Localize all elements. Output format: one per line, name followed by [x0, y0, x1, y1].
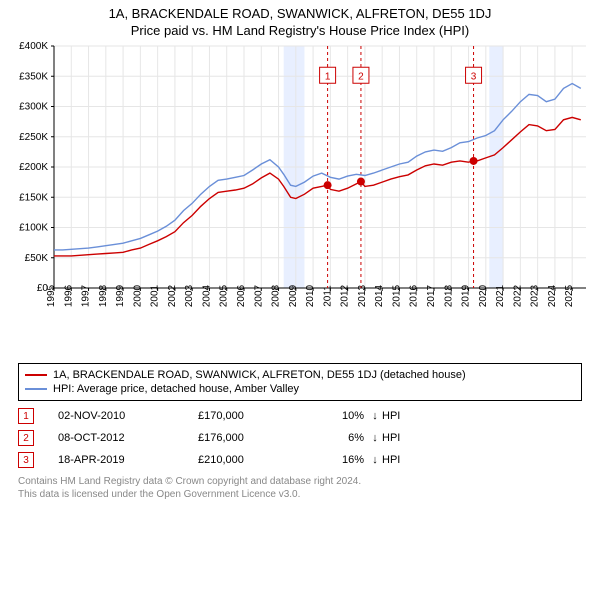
- event-date: 02-NOV-2010: [58, 410, 198, 422]
- legend-label: 1A, BRACKENDALE ROAD, SWANWICK, ALFRETON…: [53, 369, 466, 381]
- svg-text:£200K: £200K: [19, 162, 48, 173]
- legend-swatch-blue: [25, 388, 47, 390]
- svg-text:2: 2: [358, 71, 364, 82]
- event-price: £210,000: [198, 454, 308, 466]
- legend-label: HPI: Average price, detached house, Ambe…: [53, 383, 299, 395]
- event-marker-table: 102-NOV-2010£170,00010%↓HPI208-OCT-2012£…: [18, 405, 582, 471]
- event-row: 3 18-APR-2019£210,00016%↓HPI: [18, 449, 582, 471]
- svg-text:£350K: £350K: [19, 71, 48, 82]
- chart-container: { "title_line1": "1A, BRACKENDALE ROAD, …: [0, 0, 600, 501]
- legend-swatch-red: [25, 374, 47, 376]
- chart-legend: 1A, BRACKENDALE ROAD, SWANWICK, ALFRETON…: [18, 363, 582, 401]
- event-badge: 3: [18, 452, 34, 468]
- chart-title-block: 1A, BRACKENDALE ROAD, SWANWICK, ALFRETON…: [0, 0, 600, 40]
- chart-title-subtitle: Price paid vs. HM Land Registry's House …: [4, 23, 596, 38]
- svg-text:3: 3: [471, 71, 477, 82]
- footnote-line: This data is licensed under the Open Gov…: [18, 488, 582, 501]
- svg-text:£50K: £50K: [25, 253, 49, 264]
- event-tag: HPI: [382, 432, 582, 444]
- line-chart: £0£50K£100K£150K£200K£250K£300K£350K£400…: [0, 40, 600, 355]
- svg-text:1: 1: [325, 71, 331, 82]
- down-arrow-icon: ↓: [368, 410, 382, 422]
- event-price: £170,000: [198, 410, 308, 422]
- event-pct: 10%: [308, 410, 368, 422]
- event-row: 2 08-OCT-2012£176,0006%↓HPI: [18, 427, 582, 449]
- svg-text:£300K: £300K: [19, 102, 48, 113]
- svg-text:£150K: £150K: [19, 192, 48, 203]
- event-row: 1 02-NOV-2010£170,00010%↓HPI: [18, 405, 582, 427]
- svg-text:£400K: £400K: [19, 41, 48, 52]
- svg-text:£250K: £250K: [19, 132, 48, 143]
- svg-text:£100K: £100K: [19, 223, 48, 234]
- legend-item-hpi: HPI: Average price, detached house, Ambe…: [25, 382, 575, 396]
- chart-svg: £0£50K£100K£150K£200K£250K£300K£350K£400…: [0, 40, 600, 355]
- event-date: 08-OCT-2012: [58, 432, 198, 444]
- data-attribution: Contains HM Land Registry data © Crown c…: [18, 475, 582, 501]
- event-badge: 2: [18, 430, 34, 446]
- event-badge: 1: [18, 408, 34, 424]
- event-tag: HPI: [382, 454, 582, 466]
- event-tag: HPI: [382, 410, 582, 422]
- event-pct: 6%: [308, 432, 368, 444]
- footnote-line: Contains HM Land Registry data © Crown c…: [18, 475, 582, 488]
- event-date: 18-APR-2019: [58, 454, 198, 466]
- legend-item-price-paid: 1A, BRACKENDALE ROAD, SWANWICK, ALFRETON…: [25, 368, 575, 382]
- event-pct: 16%: [308, 454, 368, 466]
- down-arrow-icon: ↓: [368, 432, 382, 444]
- down-arrow-icon: ↓: [368, 454, 382, 466]
- chart-title-address: 1A, BRACKENDALE ROAD, SWANWICK, ALFRETON…: [4, 6, 596, 21]
- event-price: £176,000: [198, 432, 308, 444]
